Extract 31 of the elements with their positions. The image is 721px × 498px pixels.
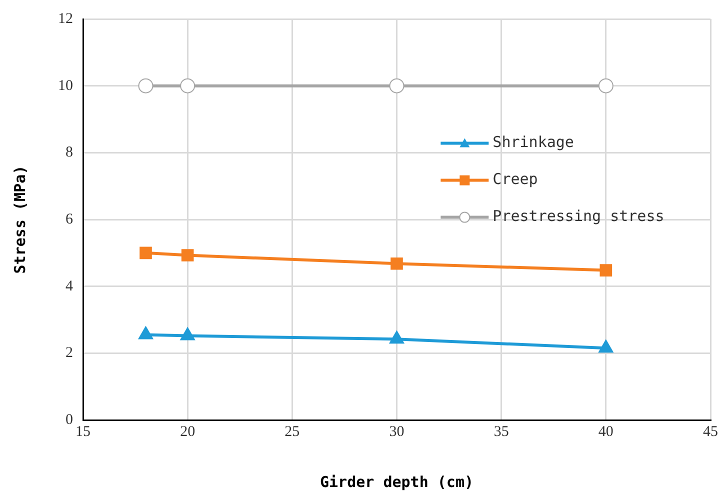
point <box>598 340 614 353</box>
x-axis-title: Girder depth (cm) <box>320 472 474 491</box>
legend-label: Prestressing stress <box>492 207 664 226</box>
y-tick-label: 2 <box>66 345 73 362</box>
point <box>138 326 154 340</box>
point <box>180 327 196 340</box>
x-tick-label: 20 <box>180 424 196 440</box>
x-tick-label: 35 <box>494 424 509 440</box>
point <box>180 78 196 94</box>
point <box>181 249 194 262</box>
point <box>389 78 404 94</box>
point <box>600 264 612 276</box>
x-tick-label: 15 <box>76 424 90 440</box>
legend-label: Shrinkage <box>492 133 574 152</box>
y-axis-title: Stress (MPa) <box>10 165 29 274</box>
y-tick-label: 10 <box>58 78 73 94</box>
x-tick-label: 40 <box>598 424 614 440</box>
y-tick-label: 0 <box>66 412 73 428</box>
y-tick-label: 4 <box>66 278 74 294</box>
y-tick-label: 8 <box>66 144 73 161</box>
x-tick-label: 25 <box>284 424 300 440</box>
x-tick-label: 45 <box>703 424 718 440</box>
legend-label: Creep <box>492 170 538 188</box>
point <box>140 246 152 260</box>
y-tick-label: 6 <box>66 211 74 228</box>
x-tick-label: 30 <box>389 424 404 440</box>
point <box>598 78 614 94</box>
y-tick-label: 12 <box>58 10 73 27</box>
point <box>138 78 154 94</box>
point <box>389 330 404 344</box>
point <box>390 257 403 270</box>
